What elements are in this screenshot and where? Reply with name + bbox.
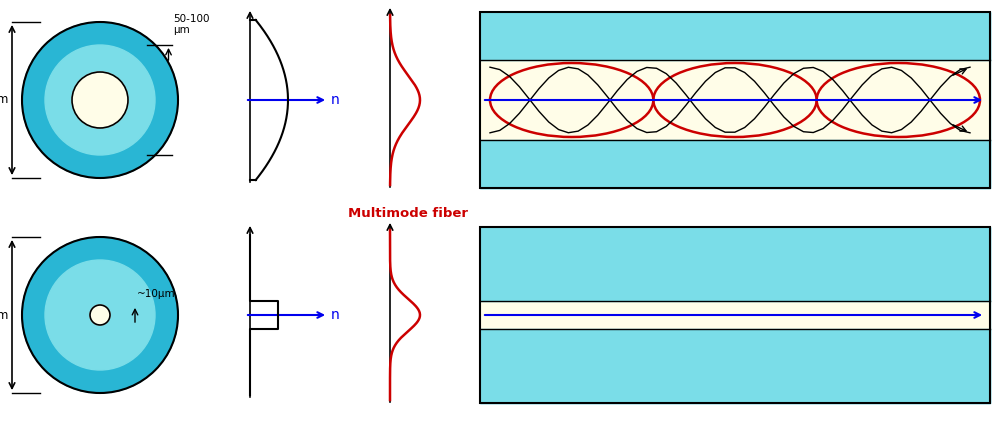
Circle shape bbox=[22, 237, 178, 393]
Text: 125μm: 125μm bbox=[0, 309, 9, 322]
Bar bbox=[480, 227, 990, 403]
Circle shape bbox=[90, 305, 110, 325]
Bar bbox=[480, 227, 990, 403]
Bar bbox=[480, 12, 990, 60]
Bar bbox=[480, 329, 990, 403]
Circle shape bbox=[45, 260, 155, 370]
Bar bbox=[480, 60, 990, 140]
Text: n: n bbox=[331, 308, 340, 322]
Bar bbox=[480, 12, 990, 188]
Bar bbox=[480, 140, 990, 188]
Text: 125μm: 125μm bbox=[0, 93, 9, 107]
Circle shape bbox=[45, 45, 155, 155]
Circle shape bbox=[72, 72, 128, 128]
Text: Multimode fiber: Multimode fiber bbox=[348, 207, 468, 220]
Text: 50-100
µm: 50-100 µm bbox=[174, 14, 210, 35]
Text: n: n bbox=[331, 93, 340, 107]
Text: ~10µm: ~10µm bbox=[137, 289, 176, 299]
Circle shape bbox=[22, 22, 178, 178]
Bar bbox=[480, 227, 990, 301]
Bar bbox=[480, 301, 990, 329]
Bar bbox=[480, 12, 990, 188]
